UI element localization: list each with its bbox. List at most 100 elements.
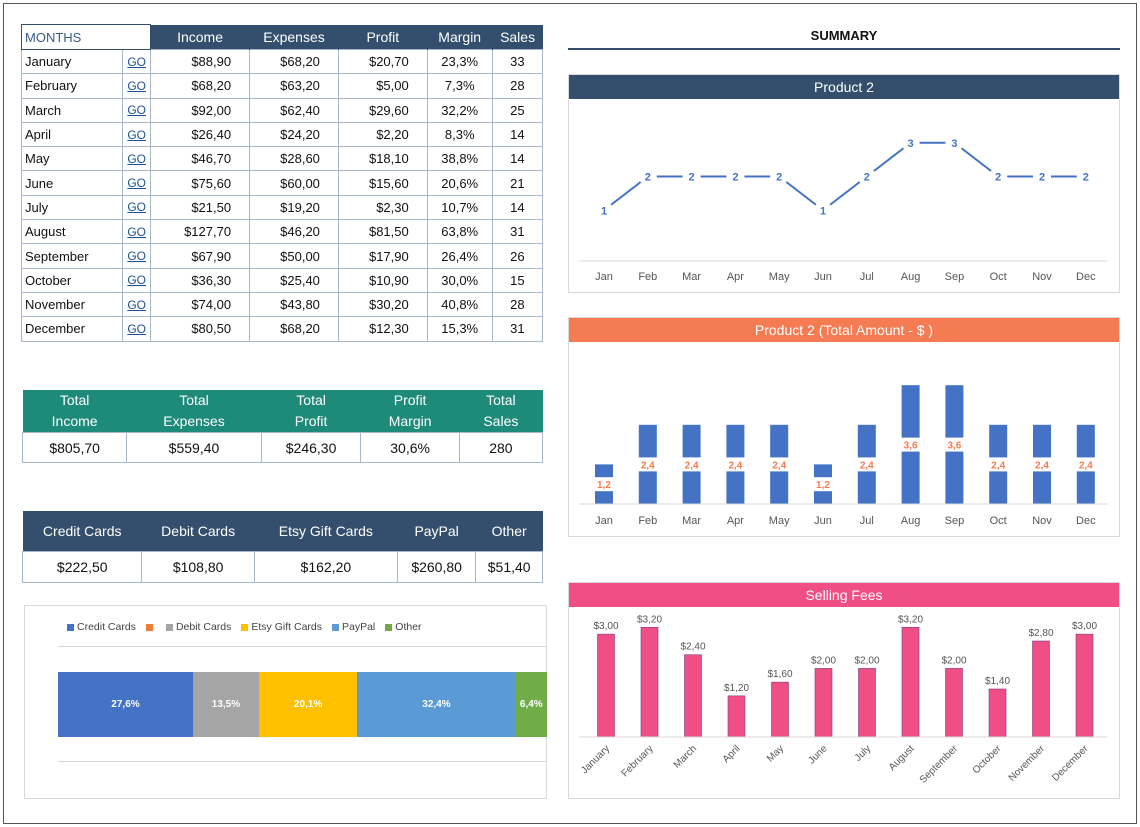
- month-cell: July: [20, 194, 124, 221]
- month-cell: January: [20, 48, 124, 75]
- income-cell: $92,00: [149, 97, 251, 123]
- data-label: 1,2: [597, 480, 611, 491]
- tick-label: Feb: [638, 515, 657, 527]
- income-cell: $46,70: [149, 146, 251, 172]
- totals-header-line1: Profit: [393, 392, 427, 408]
- margin-cell: 7,3%: [426, 73, 493, 99]
- margin-cell: 10,7%: [426, 194, 493, 221]
- bar: [684, 654, 702, 738]
- data-label: 3: [951, 138, 957, 150]
- go-link[interactable]: GO: [122, 194, 151, 221]
- tick-label: Sep: [945, 515, 965, 527]
- data-label-bg: [681, 457, 702, 472]
- data-label: 2,4: [728, 460, 742, 471]
- go-link[interactable]: GO: [122, 243, 151, 269]
- expenses-cell: $19,20: [249, 194, 339, 221]
- data-label: $2,00: [854, 655, 879, 666]
- tick-label: December: [1050, 743, 1091, 784]
- summary-title: SUMMARY: [810, 28, 878, 43]
- go-link[interactable]: GO: [122, 48, 151, 75]
- data-label: 2,4: [1035, 460, 1049, 471]
- months-header: MONTHS: [21, 24, 151, 50]
- bar: [1075, 633, 1094, 738]
- tick-label: Apr: [727, 515, 744, 527]
- data-label: $3,20: [898, 614, 923, 625]
- payment-value: $108,80: [141, 550, 255, 583]
- profit-cell: $5,00: [337, 73, 428, 99]
- totals-header-line1: Total: [296, 392, 326, 408]
- go-link[interactable]: GO: [122, 316, 151, 342]
- go-link[interactable]: GO: [122, 121, 151, 148]
- data-label: 2: [689, 172, 695, 184]
- profit-header: Profit: [337, 24, 428, 50]
- data-label: $1,40: [985, 676, 1010, 687]
- totals-header-line2: Margin: [388, 413, 432, 429]
- data-label-bg: [988, 457, 1009, 472]
- table-row: September GO $67,90 $50,00 $17,90 26,4% 26: [20, 243, 544, 269]
- fees-chart-svg: $3,00 January $3,20 February $2,40 March $1,20…: [579, 614, 1107, 786]
- margin-cell: 32,2%: [426, 97, 493, 123]
- tick-label: Feb: [638, 271, 657, 283]
- summary-underline: [568, 48, 1120, 50]
- data-label-bg: [594, 477, 614, 492]
- data-label: 2: [645, 172, 651, 184]
- bar: [814, 668, 833, 738]
- legend-swatch: [385, 623, 393, 631]
- payment-value: $51,40: [475, 550, 543, 583]
- totals-header: Profit Margin: [360, 390, 460, 433]
- tick-label: August: [887, 743, 917, 773]
- totals-header-line1: Total: [179, 392, 209, 408]
- data-label: 3,6: [904, 441, 918, 452]
- bar: [1032, 640, 1050, 738]
- income-cell: $75,60: [149, 170, 251, 196]
- go-link[interactable]: GO: [122, 97, 151, 123]
- go-link[interactable]: GO: [122, 73, 151, 99]
- legend-swatch: [241, 623, 249, 631]
- data-label: 2,4: [860, 460, 874, 471]
- go-link[interactable]: GO: [122, 170, 151, 196]
- data-label: $3,00: [1072, 621, 1097, 632]
- legend-swatch: [165, 623, 173, 631]
- data-label-bg: [1075, 457, 1096, 472]
- go-link[interactable]: GO: [122, 146, 151, 172]
- table-row: July GO $21,50 $19,20 $2,30 10,7% 14: [20, 194, 544, 221]
- tick-label: Nov: [1032, 271, 1052, 283]
- product2-amount-chart: Product 2 (Total Amount - $ ) 1,2 Jan 2,4 F…: [568, 317, 1120, 537]
- go-link[interactable]: GO: [122, 219, 151, 245]
- expenses-header: Expenses: [249, 24, 339, 50]
- legend-label: Credit Cards: [77, 621, 136, 633]
- data-label-bg: [1032, 457, 1052, 472]
- totals-header: Total Profit: [261, 390, 361, 433]
- totals-header: Total Expenses: [126, 390, 262, 433]
- totals-value: $805,70: [21, 432, 128, 463]
- go-link[interactable]: GO: [122, 267, 151, 293]
- gridline: [58, 646, 547, 647]
- payment-header: Credit Cards: [22, 511, 142, 551]
- expenses-cell: $50,00: [249, 243, 339, 269]
- data-label: 2,4: [1079, 460, 1093, 471]
- go-link[interactable]: GO: [122, 291, 151, 318]
- month-cell: May: [20, 146, 124, 172]
- profit-cell: $10,90: [337, 267, 428, 293]
- data-label-bg: [637, 457, 658, 472]
- income-cell: $127,70: [149, 219, 251, 245]
- income-cell: $88,90: [149, 48, 251, 75]
- legend-item: Other: [385, 621, 422, 633]
- sales-cell: 28: [491, 73, 544, 99]
- sales-cell: 15: [491, 267, 544, 293]
- table-row: January GO $88,90 $68,20 $20,70 23,3% 33: [20, 48, 544, 75]
- profit-cell: $12,30: [337, 316, 428, 342]
- tick-label: February: [620, 743, 656, 779]
- sales-cell: 14: [491, 194, 544, 221]
- bar: [727, 695, 746, 738]
- data-label-bg: [856, 457, 877, 472]
- data-label: 2: [732, 172, 738, 184]
- income-header: Income: [149, 24, 250, 50]
- tick-label: Mar: [682, 271, 701, 283]
- tick-label: January: [579, 743, 612, 776]
- chart-title: Product 2: [569, 75, 1119, 99]
- payment-value: $222,50: [21, 550, 143, 583]
- payment-header: Debit Cards: [141, 511, 255, 551]
- bar-segment: 13,5%: [192, 672, 259, 737]
- legend-item: [145, 621, 156, 633]
